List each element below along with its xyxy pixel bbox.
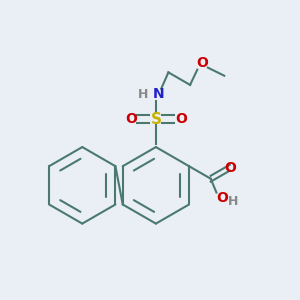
Text: H: H — [138, 88, 149, 100]
Text: O: O — [175, 112, 187, 126]
Text: S: S — [150, 112, 161, 127]
Text: O: O — [216, 191, 228, 205]
Text: N: N — [153, 87, 165, 101]
Text: O: O — [125, 112, 137, 126]
Text: H: H — [228, 195, 238, 208]
Text: O: O — [224, 161, 236, 175]
Text: O: O — [197, 56, 208, 70]
